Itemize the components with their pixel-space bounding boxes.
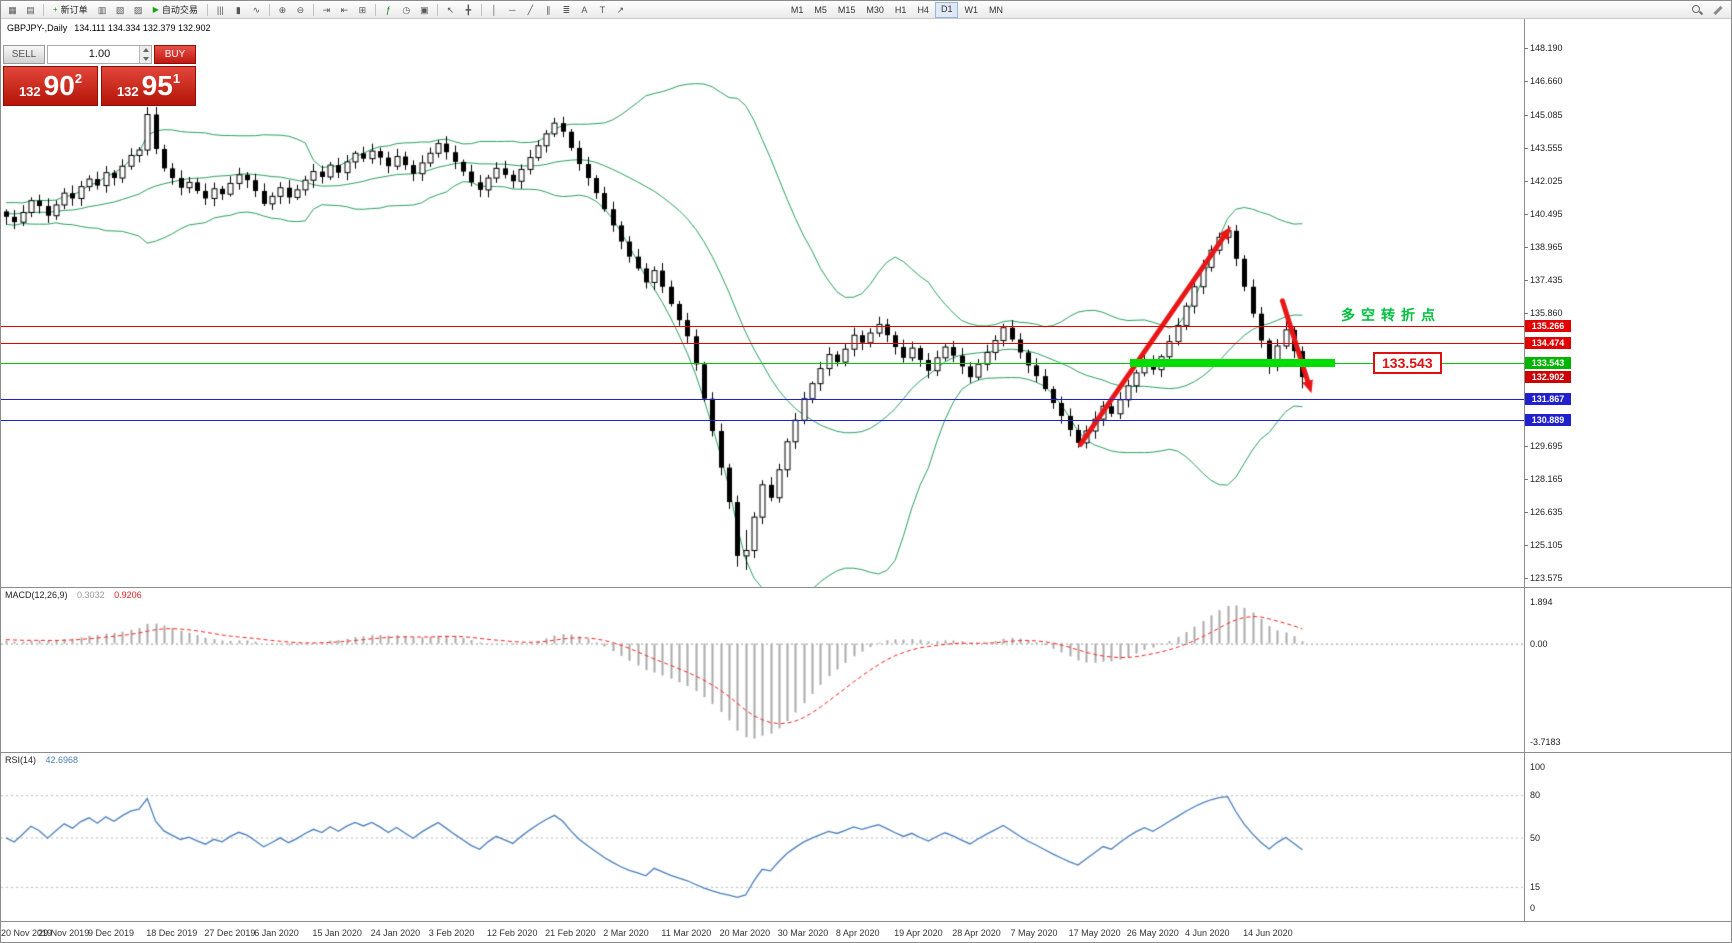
new-order-icon: + (53, 5, 58, 14)
buy-price-digits: 95 (141, 70, 173, 101)
zoom-out-icon[interactable]: ⊖ (296, 4, 305, 15)
macd-indicator-label: MACD(12,26,9) 0.3032 0.9206 (5, 590, 142, 600)
sell-price-panel[interactable]: 132 90 2 (3, 66, 98, 106)
main-toolbar: ▦ ▤ + 新订单 ▥ ▧ ▨ ▶ 自动交易 ||| ▮ ∿ ⊕ ⊖ ⇥ ⇤ ⊞ ƒ ◷ ▣ ↖ ╋ │ ─ ╱ ∥ ≣ A T ↗ M1 M… (1, 1, 1731, 19)
support-highlight-bar[interactable] (1130, 359, 1335, 367)
chart-shift-icon[interactable]: ⇤ (340, 4, 349, 15)
volume-stepper (139, 46, 151, 63)
macd-signal-value: 0.9206 (114, 590, 142, 600)
tile-windows-icon[interactable]: ⊞ (358, 4, 367, 15)
timeframe-d1-button[interactable]: D1 (934, 1, 959, 18)
timeframe-m15-button[interactable]: M15 (837, 4, 856, 15)
volume-input[interactable]: 1.00 (47, 45, 152, 64)
price-chart-canvas[interactable] (1, 18, 1524, 587)
toolbar-separator (436, 3, 438, 16)
symbol-name: GBPJPY-,Daily (7, 23, 68, 33)
volume-value: 1.00 (88, 48, 111, 60)
volume-up-button[interactable] (140, 46, 151, 55)
market-watch-icon[interactable]: ▥ (97, 4, 107, 15)
rsi-name: RSI(14) (5, 755, 37, 765)
new-chart-icon[interactable]: ▦ (8, 4, 17, 15)
periods-icon[interactable]: ◷ (402, 4, 411, 15)
buy-price-panel[interactable]: 132 95 1 (101, 66, 196, 106)
zoom-in-icon[interactable]: ⊕ (278, 4, 287, 15)
buy-button[interactable]: BUY (154, 45, 196, 64)
price-callout-box[interactable]: 133.543 (1373, 352, 1442, 374)
macd-panel-canvas[interactable] (1, 588, 1524, 752)
templates-icon[interactable]: ▣ (420, 4, 429, 15)
timeframe-h4-button[interactable]: H4 (917, 4, 929, 15)
candlestick-chart-icon[interactable]: ▮ (235, 4, 241, 15)
timeframe-m30-button[interactable]: M30 (866, 4, 884, 15)
sell-button[interactable]: SELL (3, 45, 45, 64)
toolbar-separator (480, 3, 482, 16)
vertical-line-icon[interactable]: │ (491, 4, 498, 15)
navigator-icon[interactable]: ▨ (133, 4, 143, 15)
time-axis[interactable] (1, 922, 1731, 942)
time-axis-divider (1, 921, 1731, 922)
equidistant-channel-icon[interactable]: ∥ (546, 4, 551, 15)
price-axis-divider (1524, 18, 1525, 921)
arrows-icon[interactable]: ↗ (616, 4, 625, 15)
fibonacci-retracement-icon[interactable]: ≣ (562, 4, 571, 15)
price-axis[interactable] (1524, 18, 1731, 921)
sell-price-digits: 90 (43, 70, 75, 101)
toolbar-separator (206, 3, 208, 16)
rsi-panel-canvas[interactable] (1, 753, 1524, 921)
timeframe-h1-button[interactable]: H1 (894, 4, 907, 15)
toolbar-separator (268, 3, 270, 16)
sell-price-prefix: 132 (18, 84, 41, 99)
timeframe-m5-button[interactable]: M5 (814, 4, 827, 15)
macd-name: MACD(12,26,9) (5, 590, 68, 600)
toolbar-separator (312, 3, 314, 16)
line-chart-icon[interactable]: ∿ (252, 4, 261, 15)
search-icon[interactable] (1690, 3, 1704, 17)
volume-down-button[interactable] (140, 54, 151, 63)
edit-icon[interactable] (1711, 3, 1725, 17)
sell-price-pip: 2 (74, 71, 83, 86)
rsi-value: 42.6968 (45, 755, 79, 765)
macd-panel-divider[interactable] (1, 587, 1731, 588)
new-order-button[interactable]: + 新订单 (48, 2, 93, 17)
trendline-icon[interactable]: ╱ (527, 4, 534, 15)
timeframe-mn-button[interactable]: MN (988, 4, 1003, 15)
auto-scroll-icon[interactable]: ⇥ (322, 4, 331, 15)
macd-main-value: 0.3032 (77, 590, 105, 600)
timeframe-m1-button[interactable]: M1 (790, 4, 804, 15)
new-order-label: 新订单 (60, 5, 88, 15)
ohlc-values: 134.111 134.334 132.379 132.902 (74, 23, 211, 33)
profiles-icon[interactable]: ▤ (26, 4, 35, 15)
turning-point-annotation[interactable]: 多空转折点 (1341, 307, 1441, 323)
toolbar-separator (374, 3, 376, 16)
text-icon[interactable]: A (581, 4, 588, 15)
autotrading-icon: ▶ (152, 5, 159, 14)
one-click-trading-panel: SELL 1.00 BUY 132 90 2 132 (3, 45, 196, 106)
crosshair-icon[interactable]: ╋ (465, 4, 472, 15)
horizontal-line-icon[interactable]: ─ (509, 4, 516, 15)
text-label-icon[interactable]: T (599, 4, 606, 15)
rsi-indicator-label: RSI(14) 42.6968 (5, 755, 78, 765)
bar-chart-icon[interactable]: ||| (216, 4, 224, 15)
buy-price-prefix: 132 (116, 84, 139, 99)
chart-symbol-line: GBPJPY-,Daily 134.111 134.334 132.379 132… (7, 23, 210, 33)
rsi-panel-divider[interactable] (1, 752, 1731, 753)
indicators-icon[interactable]: ƒ (385, 4, 391, 15)
toolbar-separator (43, 3, 44, 16)
autotrading-button[interactable]: ▶ 自动交易 (148, 2, 203, 17)
buy-price-pip: 1 (172, 71, 181, 86)
data-window-icon[interactable]: ▧ (115, 4, 125, 15)
autotrading-label: 自动交易 (161, 5, 198, 15)
cursor-icon[interactable]: ↖ (446, 4, 455, 15)
timeframe-w1-button[interactable]: W1 (964, 4, 978, 15)
